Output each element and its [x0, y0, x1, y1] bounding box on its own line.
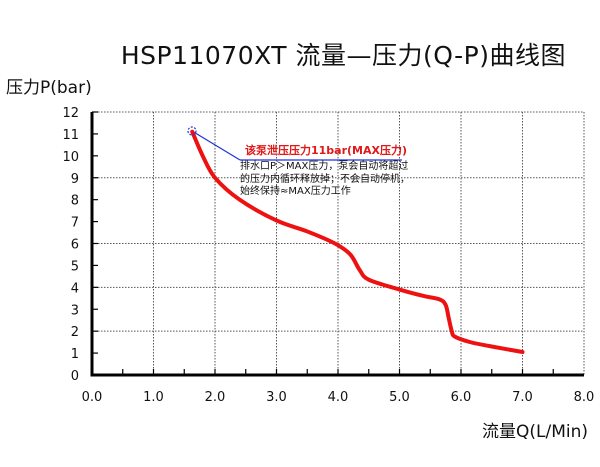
annotation-box: 该泵泄压压力11bar(MAX压力) 排水口P＞MAX压力，泵会自动将超过 的压… — [240, 144, 410, 199]
x-tick-label: 4.0 — [328, 390, 349, 405]
x-tick-labels: 0.0 1.0 2.0 3.0 4.0 5.0 6.0 7.0 8.0 — [82, 390, 595, 405]
y-tick-label: 12 — [62, 106, 79, 121]
y-tick-label: 7 — [71, 216, 79, 231]
annotation-line: 的压力内循环释放掉；不会自动停机， — [240, 173, 410, 185]
y-axis-label: 压力P(bar) — [6, 78, 92, 98]
axes-lines — [90, 112, 584, 377]
y-tick-label: 11 — [62, 128, 79, 143]
x-tick-label: 0.0 — [82, 390, 103, 405]
y-tick-label: 9 — [71, 172, 79, 187]
annotation-title: 该泵泄压压力11bar(MAX压力) — [245, 144, 408, 157]
annotation-line: 排水口P＞MAX压力，泵会自动将超过 — [240, 161, 409, 172]
q-p-curve — [190, 129, 525, 354]
x-tick-label: 7.0 — [512, 390, 533, 405]
y-tick-label: 2 — [71, 325, 79, 340]
x-tick-label: 2.0 — [205, 390, 226, 405]
y-tick-label: 1 — [71, 347, 79, 362]
annotation-line: 始终保持≈MAX压力工作 — [240, 186, 351, 197]
y-tick-label: 3 — [71, 303, 79, 318]
annotation-body: 排水口P＞MAX压力，泵会自动将超过 的压力内循环释放掉；不会自动停机， 始终保… — [240, 161, 410, 199]
x-axis-label: 流量Q(L/Min) — [481, 422, 588, 442]
annotation-leader-line — [191, 130, 241, 161]
x-tick-label: 1.0 — [143, 390, 164, 405]
grid-lines — [92, 111, 585, 375]
y-tick-label: 4 — [71, 281, 79, 296]
y-tick-label: 6 — [71, 238, 79, 253]
max-pressure-marker — [187, 126, 197, 136]
y-tick-label: 10 — [62, 150, 79, 165]
y-tick-label: 0 — [71, 369, 79, 384]
x-tick-label: 6.0 — [451, 390, 472, 405]
y-tick-label: 5 — [71, 259, 79, 274]
chart-title: HSP11070XT 流量—压力(Q-P)曲线图 — [120, 41, 566, 70]
x-tick-label: 5.0 — [389, 390, 410, 405]
x-tick-label: 3.0 — [266, 390, 287, 405]
y-tick-label: 8 — [71, 194, 79, 209]
x-tick-label: 8.0 — [574, 390, 595, 405]
